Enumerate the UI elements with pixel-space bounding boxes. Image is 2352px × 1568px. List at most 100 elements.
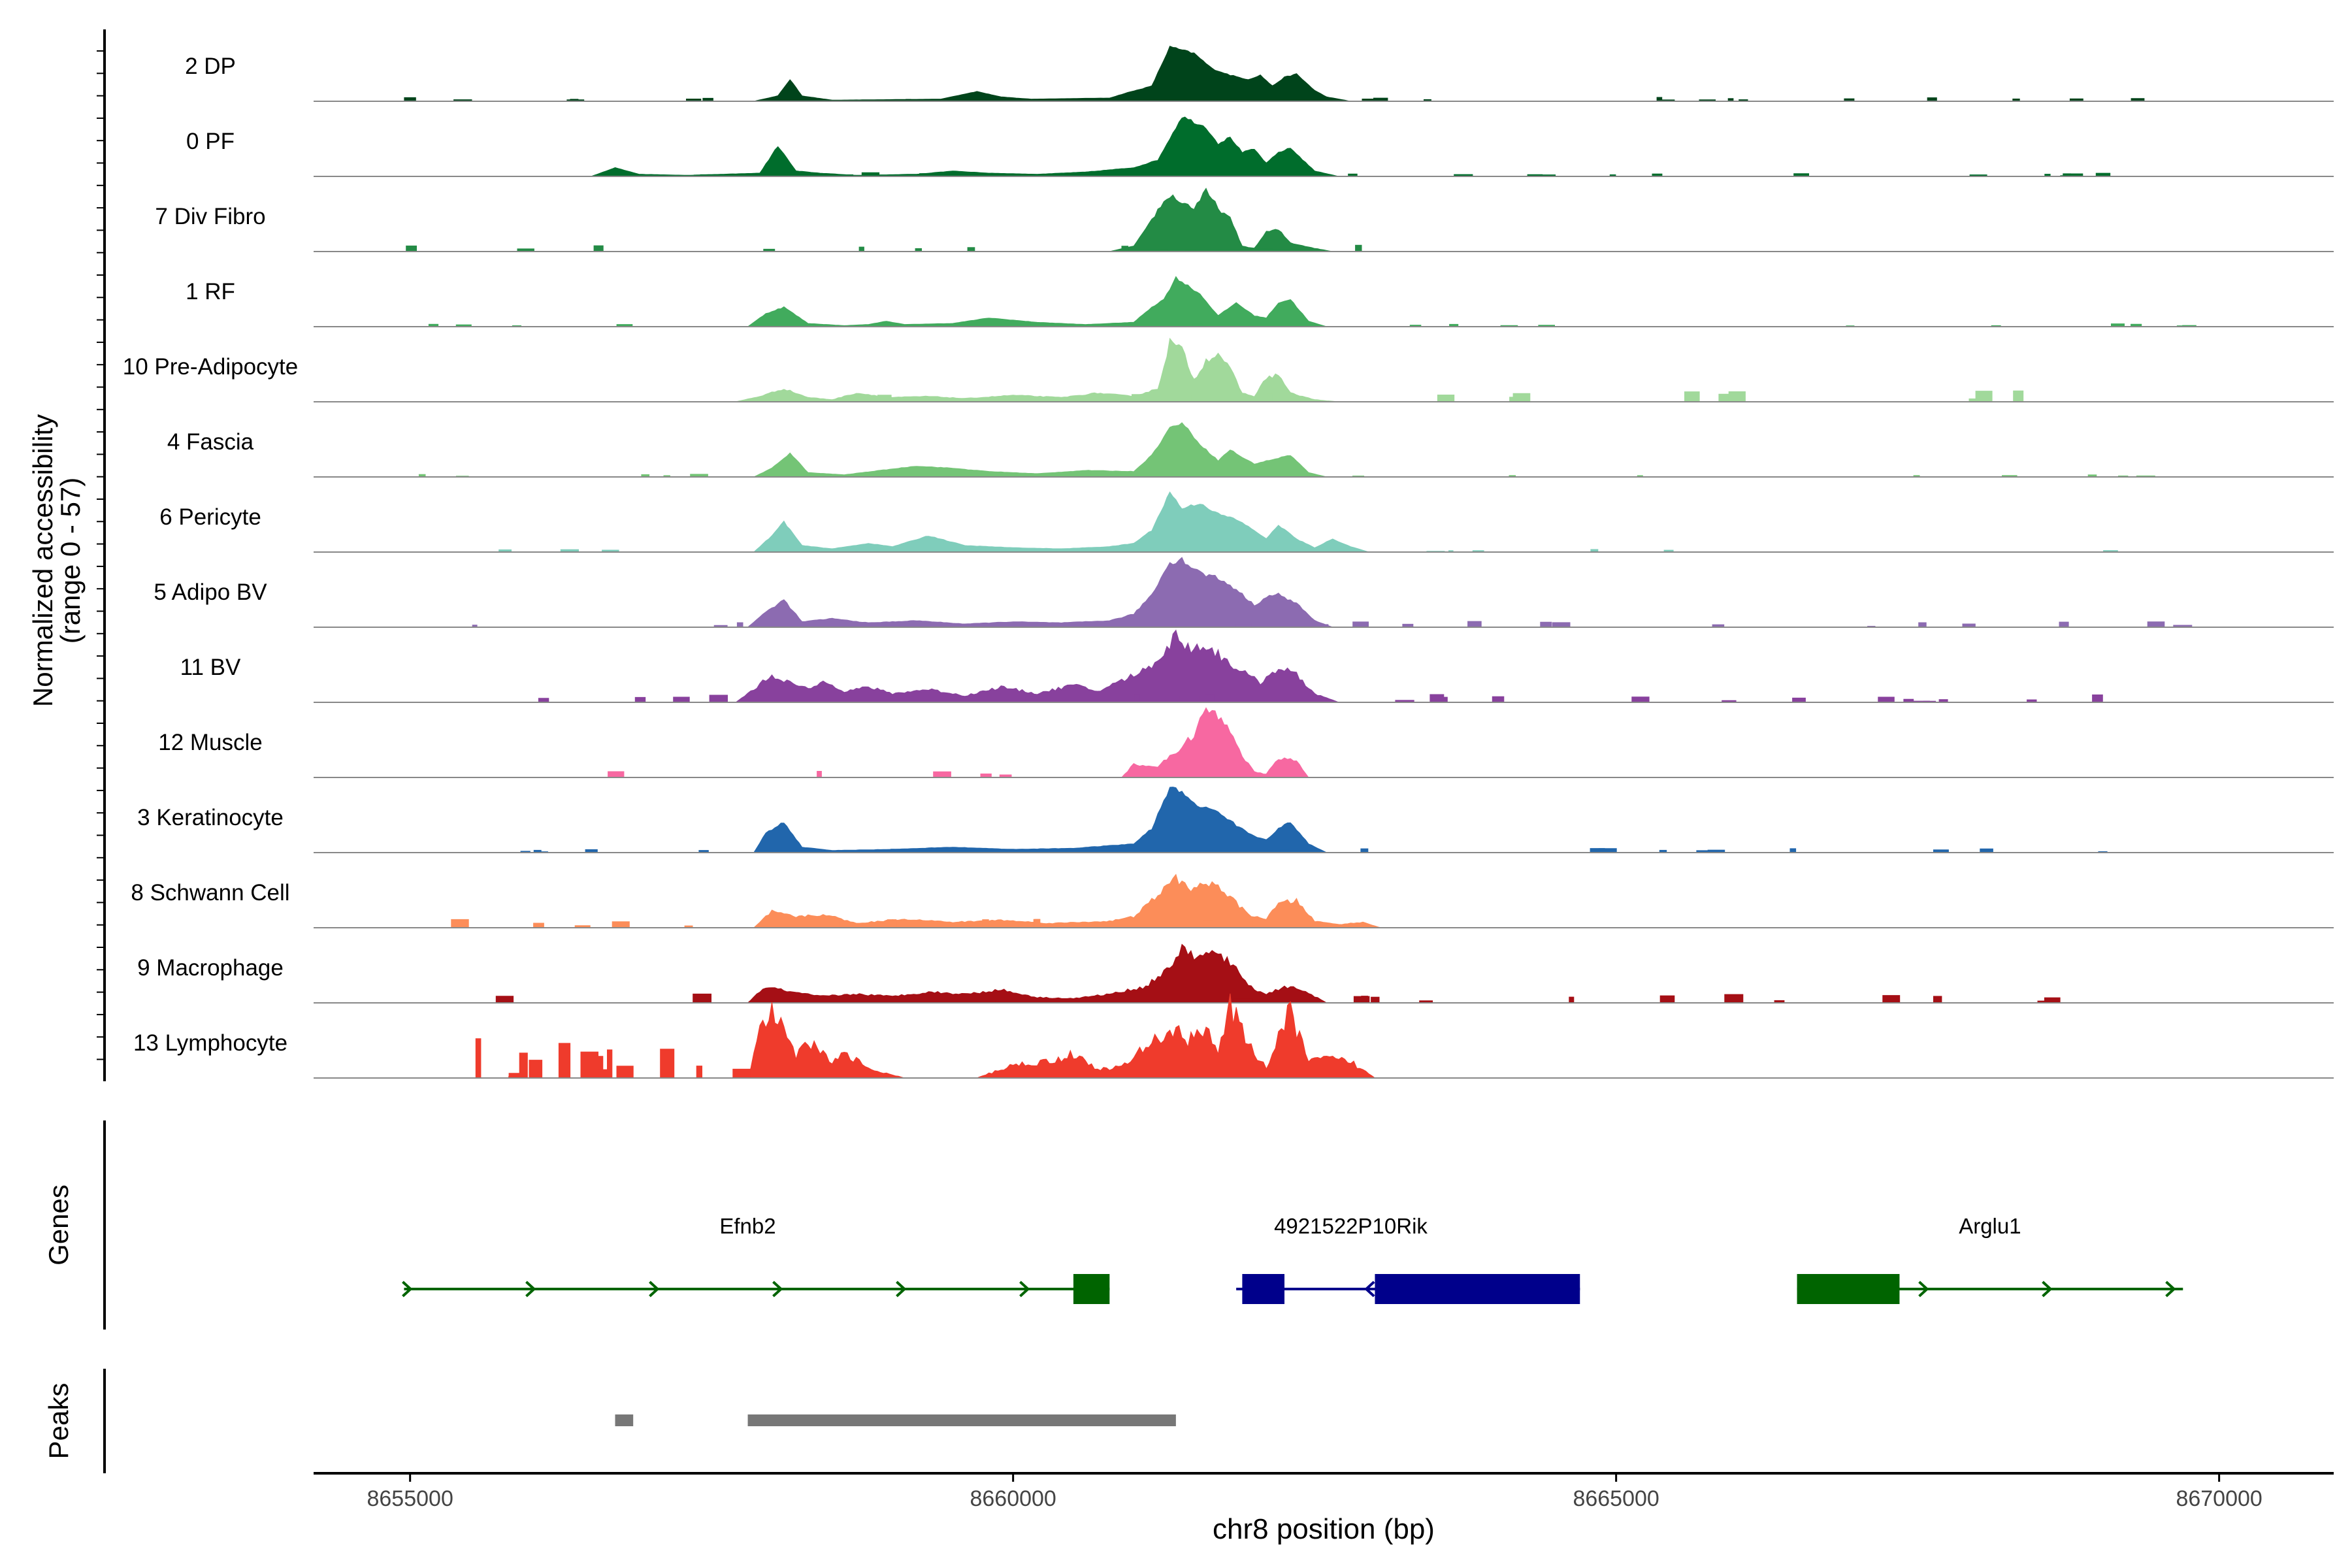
coverage-blip	[915, 248, 922, 252]
gene-4921522p10rik: 4921522P10Rik	[1236, 1214, 1580, 1304]
coverage-blip	[2044, 997, 2061, 1003]
coverage-blip	[517, 248, 534, 252]
coverage-blip	[887, 919, 897, 928]
coverage-blip	[1203, 920, 1213, 928]
gene-label: Efnb2	[719, 1214, 776, 1238]
coverage-blip	[1933, 849, 1949, 853]
coverage-blip	[1184, 1000, 1194, 1003]
track-label: 11 BV	[180, 655, 241, 680]
coverage-blip	[1656, 97, 1663, 101]
x-tick-label: 8660000	[970, 1486, 1056, 1511]
coverage-blip	[428, 323, 439, 327]
coverage-blip	[1348, 173, 1358, 176]
coverage-blip	[475, 1038, 482, 1078]
coverage-blip	[817, 771, 822, 777]
coverage-blip	[2092, 694, 2103, 702]
coverage-area	[734, 629, 1339, 703]
coverage-area	[1109, 188, 1333, 252]
coverage-blip	[1727, 98, 1734, 101]
peak-region	[747, 1414, 1176, 1426]
coverage-blip	[833, 920, 840, 928]
strand-chevron	[896, 1281, 907, 1298]
coverage-blip	[1235, 624, 1252, 627]
track-label: 7 Div Fibro	[155, 204, 265, 229]
coverage-blip	[1467, 621, 1482, 627]
coverage-blip	[558, 1043, 571, 1078]
coverage-blip	[1552, 622, 1571, 627]
coverage-blip	[560, 549, 579, 552]
coverage-blip	[1205, 694, 1215, 702]
x-tick-label: 8665000	[1573, 1486, 1659, 1511]
coverage-blip	[1360, 848, 1369, 853]
coverage-blip	[967, 247, 975, 252]
coverage-blip	[2131, 323, 2142, 327]
track-label: 9 Macrophage	[137, 955, 284, 981]
coverage-blip	[890, 849, 900, 853]
coverage-blip	[1592, 849, 1607, 853]
coverage-blip	[757, 397, 775, 402]
peaks-axis-label: Peaks	[43, 1383, 74, 1460]
track-label: 8 Schwann Cell	[131, 880, 289, 906]
coverage-blip	[693, 993, 711, 1003]
coverage-blip	[877, 395, 892, 402]
strand-chevron	[402, 1281, 413, 1298]
coverage-blip	[1432, 696, 1448, 702]
coverage-blip	[2059, 621, 2069, 627]
track-0: 2 DP	[185, 45, 2334, 102]
coverage-blip	[1134, 849, 1143, 853]
coverage-blip	[1280, 849, 1290, 853]
genes-track: Efnb2 4921522P10Rik Arglu1	[402, 1214, 2183, 1304]
coverage-blip	[1437, 395, 1455, 402]
coverage-blip	[1186, 696, 1200, 702]
coverage-blip	[763, 248, 776, 252]
coverage-blip	[406, 245, 417, 252]
coverage-blip	[1192, 323, 1203, 327]
coverage-blip	[1938, 699, 1948, 702]
track-12: 9 Macrophage	[137, 943, 2334, 1004]
coverage-blip	[1789, 848, 1797, 853]
coverage-blip	[1247, 919, 1253, 928]
coverage-blip	[982, 919, 989, 928]
coverage-blip	[1025, 696, 1038, 702]
coverage-blip	[1918, 622, 1927, 627]
track-2: 7 Div Fibro	[155, 188, 2334, 252]
track-label: 4 Fascia	[167, 429, 254, 455]
x-axis-ticks: 8655000 8660000 8665000 8670000	[367, 1473, 2262, 1511]
gene-efnb2: Efnb2	[402, 1214, 1110, 1304]
coverage-blip	[1980, 848, 1993, 853]
coverage-area	[753, 874, 1381, 928]
coverage-blip	[702, 97, 713, 101]
strand-chevron	[525, 1281, 536, 1298]
coverage-blip	[451, 919, 469, 928]
coverage-blip	[1793, 173, 1809, 176]
track-9: 12 Muscle	[158, 707, 2334, 778]
coverage-blip	[1292, 847, 1301, 853]
coverage-blip	[1968, 398, 1978, 402]
coverage-blip	[1121, 246, 1129, 252]
coverage-blip	[593, 245, 604, 252]
coverage-blip	[519, 1053, 528, 1078]
coverage-blip	[1321, 624, 1329, 627]
coverage-blip	[1002, 924, 1019, 928]
coverage-blip	[533, 923, 544, 928]
coverage-blip	[1659, 995, 1675, 1003]
coverage-area	[753, 45, 1351, 102]
coverage-blip	[906, 474, 918, 477]
coverage-blip	[999, 774, 1012, 777]
coverage-blip	[1373, 97, 1388, 101]
gene-exon	[1073, 1274, 1110, 1304]
track-6: 6 Pericyte	[159, 491, 2334, 553]
coverage-blip	[949, 172, 967, 176]
coverage-blip	[1177, 394, 1192, 402]
coverage-area	[753, 422, 1327, 478]
coverage-area	[753, 787, 1327, 853]
coverage-blip	[933, 771, 951, 777]
coverage-blip	[1267, 393, 1273, 402]
coverage-area	[747, 993, 1377, 1079]
track-5: 4 Fascia	[167, 422, 2334, 478]
coverage-blip	[1962, 623, 1976, 627]
coverage-blip	[973, 999, 979, 1003]
track-label: 13 Lymphocyte	[133, 1030, 287, 1056]
coverage-blip	[910, 621, 916, 627]
coverage-blip	[1301, 995, 1310, 1003]
